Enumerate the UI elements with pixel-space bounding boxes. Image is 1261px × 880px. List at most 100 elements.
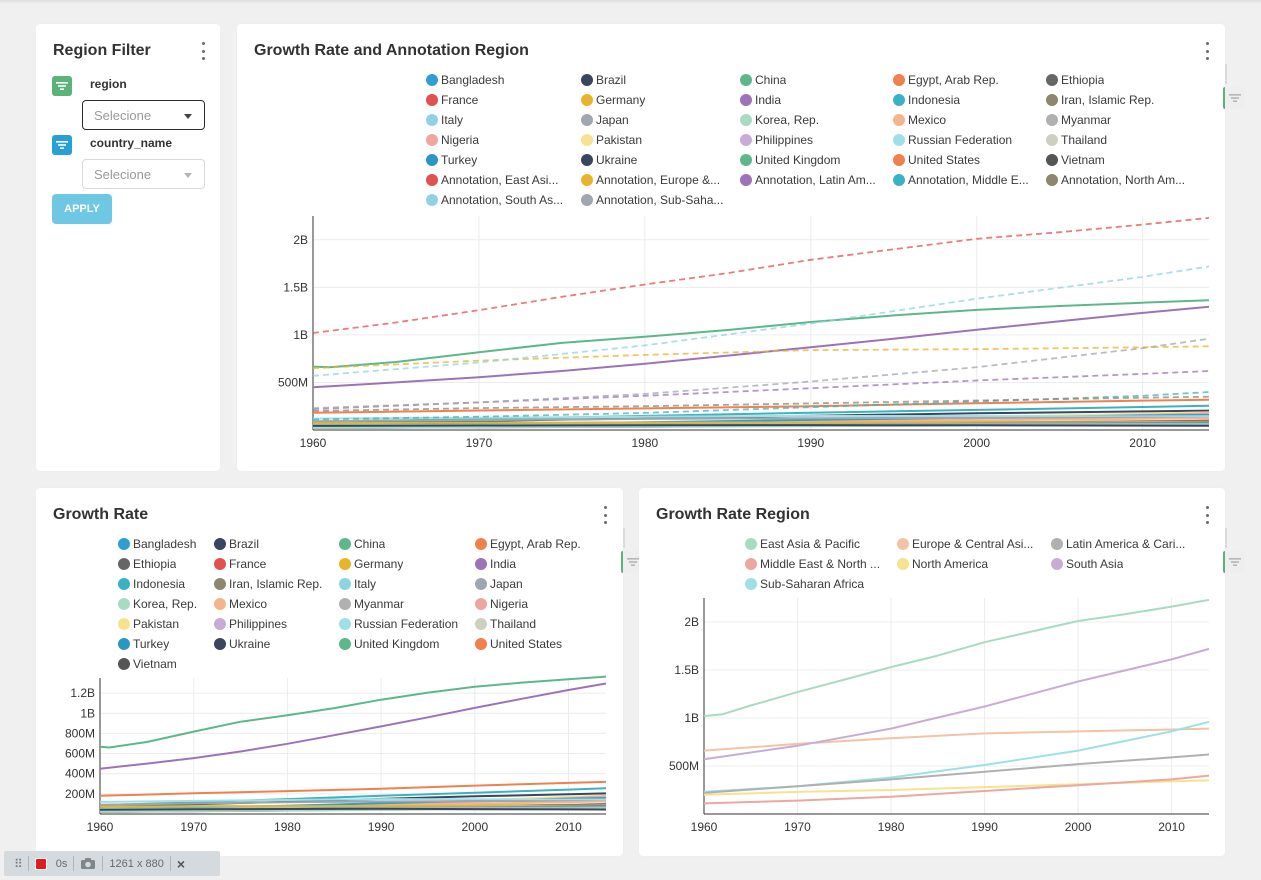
legend-item-mexico[interactable]: Mexico: [214, 596, 344, 612]
legend-item-sub-saharan-africa[interactable]: Sub-Saharan Africa: [745, 576, 891, 592]
series-line-annotation-north-am[interactable]: [312, 395, 1210, 412]
legend-item-annotation-south-as[interactable]: Annotation, South As...: [426, 192, 574, 208]
legend-item-germany[interactable]: Germany: [581, 92, 729, 108]
series-line-russian-federation[interactable]: [99, 798, 607, 803]
legend-item-vietnam[interactable]: Vietnam: [1046, 152, 1194, 168]
legend-item-india[interactable]: India: [740, 92, 888, 108]
legend-item-egypt-arab-rep[interactable]: Egypt, Arab Rep.: [893, 72, 1041, 88]
series-line-south-asia[interactable]: [703, 647, 1210, 761]
legend-item-nigeria[interactable]: Nigeria: [426, 132, 574, 148]
legend-item-korea-rep[interactable]: Korea, Rep.: [740, 112, 888, 128]
region-side-scroll[interactable]: [1225, 528, 1227, 548]
legend-item-united-states[interactable]: United States: [893, 152, 1041, 168]
legend-item-ukraine[interactable]: Ukraine: [214, 636, 344, 652]
legend-item-nigeria[interactable]: Nigeria: [475, 596, 605, 612]
growth-filter-toggle[interactable]: [621, 551, 643, 573]
series-line-ukraine[interactable]: [99, 807, 607, 811]
legend-item-turkey[interactable]: Turkey: [426, 152, 574, 168]
legend-item-japan[interactable]: Japan: [475, 576, 605, 592]
legend-item-north-america[interactable]: North America: [897, 556, 1043, 572]
series-line-annotation-sub-saha[interactable]: [312, 337, 1210, 409]
legend-item-thailand[interactable]: Thailand: [1046, 132, 1194, 148]
legend-item-europe-central-asi[interactable]: Europe & Central Asi...: [897, 536, 1043, 552]
series-line-china[interactable]: [99, 675, 607, 749]
series-line-annotation-latin-am[interactable]: [312, 370, 1210, 410]
legend-item-united-states[interactable]: United States: [475, 636, 605, 652]
legend-item-italy[interactable]: Italy: [426, 112, 574, 128]
close-icon[interactable]: ×: [176, 855, 186, 872]
legend-item-annotation-north-am[interactable]: Annotation, North Am...: [1046, 172, 1194, 188]
legend-item-ukraine[interactable]: Ukraine: [581, 152, 729, 168]
series-line-north-america[interactable]: [703, 779, 1210, 796]
legend-item-france[interactable]: France: [214, 556, 344, 572]
region-filter-toggle[interactable]: [1223, 551, 1245, 573]
legend-item-france[interactable]: France: [426, 92, 574, 108]
legend-item-indonesia[interactable]: Indonesia: [118, 576, 248, 592]
legend-item-indonesia[interactable]: Indonesia: [893, 92, 1041, 108]
legend-item-turkey[interactable]: Turkey: [118, 636, 248, 652]
series-line-india[interactable]: [99, 682, 607, 770]
legend-item-myanmar[interactable]: Myanmar: [339, 596, 469, 612]
legend-item-bangladesh[interactable]: Bangladesh: [118, 536, 248, 552]
record-stop-button[interactable]: [34, 857, 47, 870]
legend-item-thailand[interactable]: Thailand: [475, 616, 605, 632]
series-line-indonesia[interactable]: [99, 787, 607, 807]
series-line-india[interactable]: [312, 305, 1210, 389]
legend-item-east-asia-pacific[interactable]: East Asia & Pacific: [745, 536, 891, 552]
legend-item-annotation-east-asi[interactable]: Annotation, East Asi...: [426, 172, 574, 188]
camera-icon[interactable]: [80, 857, 96, 870]
legend-item-philippines[interactable]: Philippines: [214, 616, 344, 632]
legend-item-china[interactable]: China: [740, 72, 888, 88]
legend-item-japan[interactable]: Japan: [581, 112, 729, 128]
legend-item-mexico[interactable]: Mexico: [893, 112, 1041, 128]
series-line-europe-central-asi[interactable]: [703, 727, 1210, 752]
legend-item-annotation-middle-e[interactable]: Annotation, Middle E...: [893, 172, 1041, 188]
legend-item-germany[interactable]: Germany: [339, 556, 469, 572]
legend-item-korea-rep[interactable]: Korea, Rep.: [118, 596, 248, 612]
legend-item-middle-east-north[interactable]: Middle East & North ...: [745, 556, 891, 572]
legend-item-united-kingdom[interactable]: United Kingdom: [339, 636, 469, 652]
legend-item-myanmar[interactable]: Myanmar: [1046, 112, 1194, 128]
series-line-ukraine[interactable]: [312, 424, 1210, 427]
legend-item-bangladesh[interactable]: Bangladesh: [426, 72, 574, 88]
legend-item-annotation-europe[interactable]: Annotation, Europe &...: [581, 172, 729, 188]
legend-item-iran-islamic-rep[interactable]: Iran, Islamic Rep.: [214, 576, 344, 592]
country-name-select[interactable]: Selecione: [82, 159, 205, 189]
series-line-united-states[interactable]: [312, 398, 1210, 414]
legend-item-pakistan[interactable]: Pakistan: [581, 132, 729, 148]
legend-item-russian-federation[interactable]: Russian Federation: [893, 132, 1041, 148]
legend-item-egypt-arab-rep[interactable]: Egypt, Arab Rep.: [475, 536, 605, 552]
growth-chart-menu-icon[interactable]: [602, 506, 608, 524]
series-line-united-states[interactable]: [99, 780, 607, 797]
region-chart-menu-icon[interactable]: [1204, 506, 1210, 524]
legend-item-india[interactable]: India: [475, 556, 605, 572]
legend-item-annotation-sub-saha[interactable]: Annotation, Sub-Saha...: [581, 192, 729, 208]
legend-item-ethiopia[interactable]: Ethiopia: [118, 556, 248, 572]
legend-item-italy[interactable]: Italy: [339, 576, 469, 592]
legend-item-latin-america-cari[interactable]: Latin America & Cari...: [1051, 536, 1197, 552]
legend-item-united-kingdom[interactable]: United Kingdom: [740, 152, 888, 168]
series-line-latin-america-cari[interactable]: [703, 753, 1210, 794]
legend-item-pakistan[interactable]: Pakistan: [118, 616, 248, 632]
legend-item-south-asia[interactable]: South Asia: [1051, 556, 1197, 572]
legend-item-annotation-latin-am[interactable]: Annotation, Latin Am...: [740, 172, 888, 188]
series-line-annotation-south-as[interactable]: [312, 265, 1210, 377]
series-line-middle-east-north[interactable]: [703, 774, 1210, 805]
series-line-annotation-east-asi[interactable]: [312, 217, 1210, 334]
series-line-china[interactable]: [312, 299, 1210, 369]
apply-button[interactable]: APPLY: [52, 194, 112, 224]
series-line-east-asia-pacific[interactable]: [703, 598, 1210, 718]
annotation-filter-toggle[interactable]: [1223, 87, 1245, 109]
legend-item-china[interactable]: China: [339, 536, 469, 552]
legend-item-brazil[interactable]: Brazil: [214, 536, 344, 552]
filter-menu-icon[interactable]: [200, 42, 206, 60]
annotation-side-scroll[interactable]: [1225, 64, 1227, 84]
legend-item-iran-islamic-rep[interactable]: Iran, Islamic Rep.: [1046, 92, 1194, 108]
series-line-annotation-middle-e[interactable]: [312, 391, 1210, 421]
region-select[interactable]: Selecione: [82, 100, 205, 130]
drag-handle-icon[interactable]: ⠿: [14, 856, 23, 871]
legend-item-vietnam[interactable]: Vietnam: [118, 656, 248, 672]
legend-item-philippines[interactable]: Philippines: [740, 132, 888, 148]
legend-item-russian-federation[interactable]: Russian Federation: [339, 616, 469, 632]
growth-side-scroll[interactable]: [623, 528, 625, 548]
